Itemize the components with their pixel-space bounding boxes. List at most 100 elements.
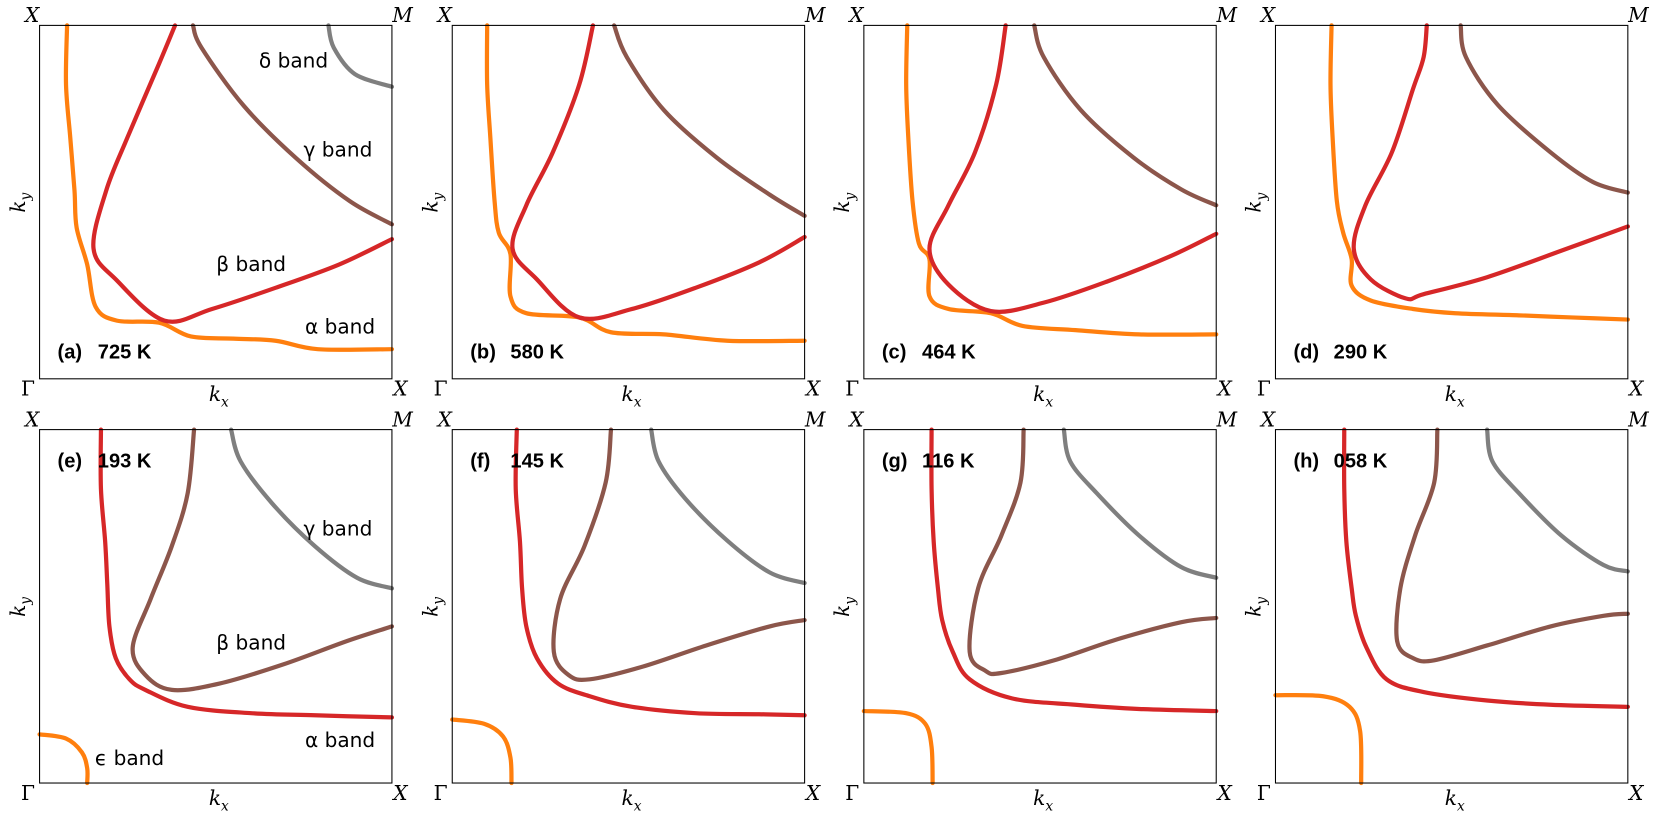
label-main: k xyxy=(6,200,30,212)
band-contour xyxy=(1351,23,1630,302)
band-contour xyxy=(484,23,807,344)
corner-label: X xyxy=(391,377,408,401)
label-sub: y xyxy=(842,597,858,606)
panel-temperature: 145 K xyxy=(510,451,564,473)
y-axis-label: ky xyxy=(830,597,858,617)
band-contour xyxy=(513,427,807,718)
x-axis-label: kx xyxy=(622,786,642,814)
corner-label: X xyxy=(804,377,821,401)
corner-label: X xyxy=(1627,781,1644,805)
panel-tag: (b) xyxy=(470,342,496,364)
label-main: k xyxy=(622,786,634,810)
corner-label: X xyxy=(436,407,453,431)
label-main: k xyxy=(209,382,221,406)
corner-label: Γ xyxy=(434,781,448,805)
label-sub: x xyxy=(634,799,642,815)
label-sub: y xyxy=(431,597,447,606)
corner-label: M xyxy=(391,3,413,27)
band-label: γ band xyxy=(304,516,373,540)
plot-area xyxy=(861,427,1219,786)
corner-label: Γ xyxy=(434,377,448,401)
label-sub: y xyxy=(1254,192,1270,201)
panel-temperature: 725 K xyxy=(98,342,152,364)
band-contour xyxy=(37,732,90,786)
label-sub: x xyxy=(221,394,229,410)
panel-tag: (g) xyxy=(882,451,908,473)
label-main: k xyxy=(1445,382,1457,406)
label-main: k xyxy=(830,605,854,617)
panel-temperature: 580 K xyxy=(510,342,564,364)
band-contour xyxy=(510,23,807,322)
corner-label: X xyxy=(1627,377,1644,401)
band-contour xyxy=(130,427,395,693)
x-axis-label: kx xyxy=(209,786,229,814)
y-axis-label: ky xyxy=(6,192,34,212)
label-sub: x xyxy=(1045,799,1053,815)
y-axis-label: ky xyxy=(1242,192,1270,212)
label-sub: y xyxy=(1254,597,1270,606)
plot-area xyxy=(63,23,395,352)
corner-label: X xyxy=(23,407,40,431)
label-main: k xyxy=(830,200,854,212)
band-contour xyxy=(1458,23,1630,195)
corner-label: X xyxy=(804,781,821,805)
label-main: k xyxy=(6,605,30,617)
label-sub: x xyxy=(221,799,229,815)
corner-label: X xyxy=(391,781,408,805)
corner-label: X xyxy=(23,3,40,27)
plot-area xyxy=(37,427,395,786)
label-sub: y xyxy=(431,192,447,201)
plot-area xyxy=(904,23,1219,337)
corner-label: M xyxy=(1627,3,1649,27)
y-axis-label: ky xyxy=(6,597,34,617)
panel-temperature: 464 K xyxy=(922,342,976,364)
frame xyxy=(1274,24,1629,380)
band-contour xyxy=(649,427,807,586)
y-axis-label: ky xyxy=(830,192,858,212)
label-main: k xyxy=(418,605,442,617)
band-contour xyxy=(228,427,395,591)
label-sub: x xyxy=(1045,394,1053,410)
band-label: β band xyxy=(216,252,286,276)
panel-temperature: 116 K xyxy=(922,451,975,473)
band-contour xyxy=(1341,427,1630,709)
x-axis-label: kx xyxy=(1033,786,1053,814)
band-contour xyxy=(927,23,1219,314)
label-sub: y xyxy=(18,597,34,606)
band-contour xyxy=(967,427,1219,677)
label-main: k xyxy=(418,200,442,212)
corner-label: M xyxy=(1627,407,1649,431)
label-sub: x xyxy=(634,394,642,410)
band-label: β band xyxy=(216,631,286,655)
x-axis-label: kx xyxy=(622,382,642,410)
corner-label: Γ xyxy=(845,377,859,401)
corner-label: X xyxy=(436,3,453,27)
band-contour xyxy=(63,23,395,352)
label-sub: y xyxy=(842,192,858,201)
corner-label: M xyxy=(804,3,826,27)
band-label: α band xyxy=(305,314,375,338)
frame xyxy=(863,429,1217,784)
plot-area xyxy=(1273,427,1630,786)
band-contour xyxy=(551,427,807,683)
label-main: k xyxy=(209,786,221,810)
label-sub: x xyxy=(1457,394,1465,410)
panel-temperature: 193 K xyxy=(98,451,152,473)
x-axis-label: kx xyxy=(1445,382,1465,410)
band-contour xyxy=(904,23,1219,337)
x-axis-label: kx xyxy=(1033,382,1053,410)
label-main: k xyxy=(1033,786,1045,810)
band-contour xyxy=(326,23,395,89)
corner-label: M xyxy=(391,407,413,431)
y-axis-label: ky xyxy=(418,192,446,212)
y-axis-label: ky xyxy=(1242,597,1270,617)
label-main: k xyxy=(1242,605,1266,617)
band-contour xyxy=(91,23,395,324)
corner-label: X xyxy=(847,407,864,431)
corner-label: Γ xyxy=(1257,781,1271,805)
